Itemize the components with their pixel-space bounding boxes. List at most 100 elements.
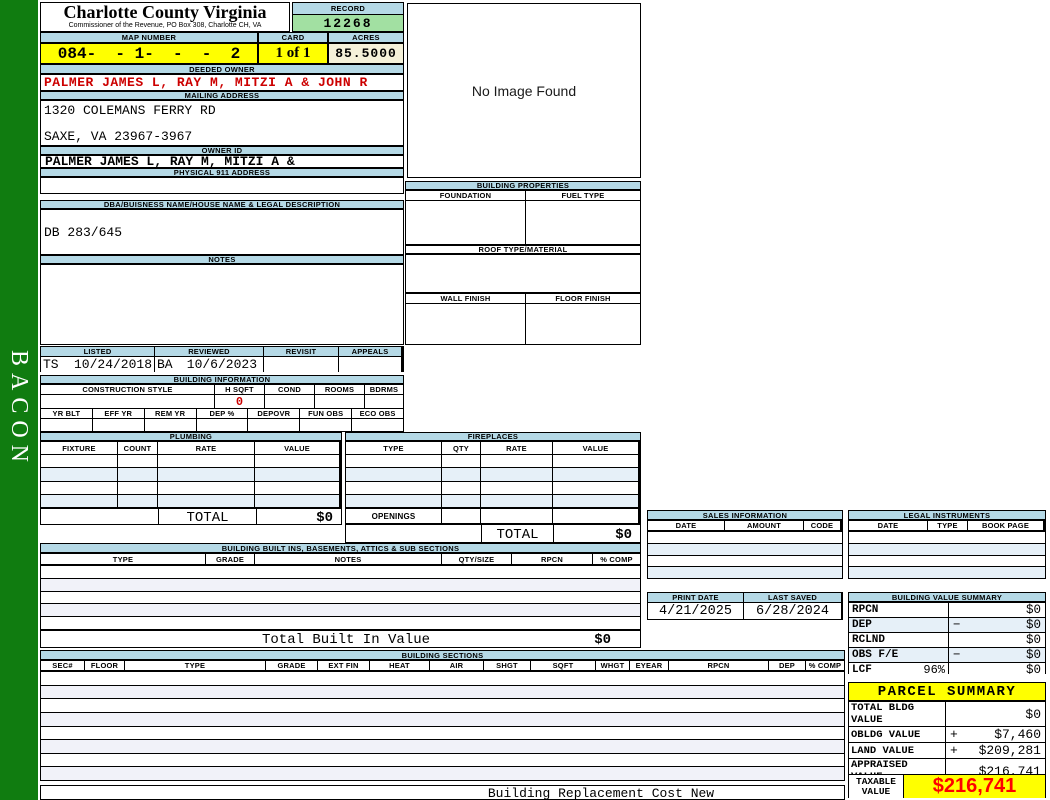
revisit-label: REVISIT <box>264 347 338 356</box>
table-cell[interactable] <box>553 468 638 481</box>
mailing-address-box[interactable]: 1320 COLEMANS FERRY RD SAXE, VA 23967-39… <box>40 100 404 146</box>
table-cell[interactable] <box>41 494 117 507</box>
table-cell[interactable] <box>481 494 552 507</box>
table-row[interactable] <box>41 740 844 753</box>
physical-911-address-box[interactable] <box>40 177 404 194</box>
reviewed-date: 10/6/2023 <box>186 357 257 372</box>
bs-col-type: TYPE <box>125 661 265 670</box>
table-cell[interactable] <box>442 481 480 494</box>
table-cell[interactable] <box>41 481 117 494</box>
card-value[interactable]: 1 of 1 <box>258 43 328 64</box>
appeals-value[interactable] <box>339 357 401 372</box>
table-cell[interactable] <box>553 455 638 468</box>
table-row[interactable] <box>41 604 640 617</box>
owner-id-value[interactable]: PALMER JAMES L, RAY M, MITZI A & <box>40 154 404 169</box>
table-row[interactable] <box>849 543 1045 555</box>
table-row[interactable] <box>648 555 842 567</box>
table-row[interactable] <box>41 767 844 780</box>
table-cell[interactable] <box>255 455 339 468</box>
table-cell[interactable] <box>158 455 254 468</box>
table-cell[interactable] <box>41 455 117 468</box>
record-value[interactable]: 12268 <box>292 14 404 32</box>
table-row[interactable] <box>41 699 844 712</box>
legal-description-box[interactable]: DB 283/645 <box>40 209 404 255</box>
table-cell[interactable] <box>553 481 638 494</box>
table-cell[interactable] <box>346 455 441 468</box>
table-cell[interactable] <box>255 468 339 481</box>
table-cell[interactable] <box>118 481 157 494</box>
effyr-value[interactable] <box>92 419 144 431</box>
revisit-value[interactable] <box>264 357 338 372</box>
table-cell[interactable] <box>118 455 157 468</box>
floor-finish-value[interactable] <box>526 304 640 344</box>
table-cell[interactable] <box>553 494 638 507</box>
reviewed-value[interactable]: BA 10/6/2023 <box>155 357 263 372</box>
table-cell[interactable] <box>158 494 254 507</box>
table-cell[interactable] <box>481 455 552 468</box>
yrblt-value[interactable] <box>41 419 92 431</box>
listed-value[interactable]: TS 10/24/2018 <box>41 357 154 372</box>
table-row[interactable] <box>41 566 640 578</box>
notes-box[interactable] <box>40 264 404 345</box>
table-row[interactable] <box>41 712 844 726</box>
parcel-summary-panel: PARCEL SUMMARY TOTAL BLDG VALUE $0 OBLDG… <box>848 682 1046 799</box>
table-cell[interactable] <box>346 481 441 494</box>
construction-style-value[interactable] <box>41 395 214 409</box>
table-cell[interactable] <box>481 509 552 523</box>
cond-value[interactable] <box>265 395 314 409</box>
remyr-value[interactable] <box>144 419 196 431</box>
foundation-value[interactable] <box>406 201 525 244</box>
building-sections-rows <box>40 671 845 781</box>
table-row[interactable] <box>41 672 844 685</box>
fuel-type-value[interactable] <box>526 201 640 244</box>
rooms-value[interactable] <box>315 395 364 409</box>
table-row[interactable] <box>41 753 844 767</box>
table-cell[interactable] <box>118 494 157 507</box>
table-row[interactable] <box>41 726 844 740</box>
table-row[interactable] <box>41 578 640 591</box>
table-row[interactable] <box>648 567 842 578</box>
table-row[interactable] <box>41 591 640 604</box>
plumbing-col-value: VALUE <box>255 442 339 454</box>
bvs-row-label: RCLND <box>849 633 948 647</box>
table-row[interactable] <box>849 532 1045 543</box>
table-cell[interactable] <box>255 494 339 507</box>
table-cell[interactable] <box>481 468 552 481</box>
table-cell[interactable] <box>442 468 480 481</box>
table-cell[interactable] <box>158 481 254 494</box>
deeded-owner-value[interactable]: PALMER JAMES L, RAY M, MITZI A & JOHN R <box>40 74 404 91</box>
table-cell[interactable] <box>442 509 480 523</box>
table-cell[interactable] <box>118 468 157 481</box>
table-row[interactable] <box>648 543 842 555</box>
roof-value[interactable] <box>405 254 641 293</box>
table-cell[interactable] <box>481 481 552 494</box>
bs-col-pctcomp: % COMP <box>806 661 844 670</box>
owner-id-label: OWNER ID <box>40 146 404 155</box>
table-cell[interactable] <box>158 468 254 481</box>
wall-finish-value[interactable] <box>406 304 525 344</box>
table-cell[interactable] <box>346 468 441 481</box>
map-number-value[interactable]: 084- - 1- - - 2 <box>40 43 258 64</box>
table-row[interactable] <box>849 555 1045 567</box>
property-image-panel[interactable]: No Image Found <box>407 3 641 178</box>
table-row[interactable] <box>41 617 640 629</box>
funobs-value[interactable] <box>300 419 352 431</box>
table-row[interactable] <box>849 567 1045 578</box>
table-cell[interactable] <box>255 481 339 494</box>
bdrms-value[interactable] <box>365 395 403 409</box>
hsqft-value[interactable]: 0 <box>215 395 264 409</box>
table-cell[interactable] <box>41 468 117 481</box>
table-row[interactable] <box>41 685 844 699</box>
plumbing-total-value: $0 <box>316 510 333 526</box>
acres-value[interactable]: 85.5000 <box>328 43 404 64</box>
table-cell[interactable] <box>442 494 480 507</box>
table-cell[interactable] <box>442 455 480 468</box>
depovr-value[interactable] <box>248 419 300 431</box>
fireplaces-total-value: $0 <box>615 527 632 543</box>
dep-pct-value[interactable] <box>196 419 248 431</box>
fireplaces-col-type: TYPE <box>346 442 441 454</box>
table-cell[interactable] <box>553 509 638 523</box>
table-cell[interactable] <box>346 494 441 507</box>
table-row[interactable] <box>648 532 842 543</box>
ecoobs-value[interactable] <box>352 419 403 431</box>
